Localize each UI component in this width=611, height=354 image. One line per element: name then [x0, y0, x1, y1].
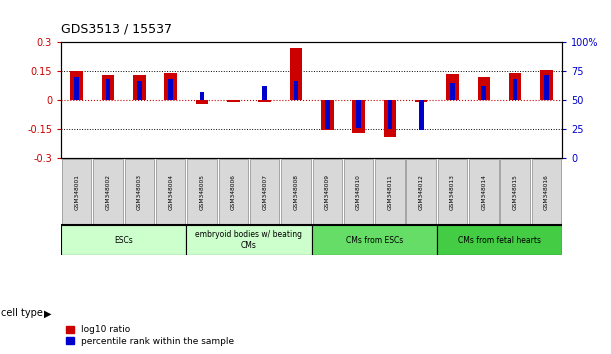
Bar [415, 100, 428, 102]
Text: GSM348013: GSM348013 [450, 174, 455, 210]
Text: GSM348007: GSM348007 [262, 174, 267, 210]
Text: ▶: ▶ [44, 308, 51, 318]
Bar [196, 100, 208, 104]
Text: ESCs: ESCs [114, 236, 133, 245]
Text: embryoid bodies w/ beating
CMs: embryoid bodies w/ beating CMs [196, 230, 302, 250]
Text: GSM348011: GSM348011 [387, 174, 392, 210]
Bar [70, 72, 83, 100]
Text: GSM348012: GSM348012 [419, 174, 423, 210]
Text: CMs from fetal hearts: CMs from fetal hearts [458, 236, 541, 245]
FancyBboxPatch shape [219, 159, 248, 225]
Bar [509, 73, 521, 100]
Bar [262, 86, 267, 100]
Text: GSM348008: GSM348008 [293, 174, 298, 210]
Text: GSM348004: GSM348004 [168, 174, 173, 210]
Text: GSM348002: GSM348002 [106, 174, 111, 210]
Text: GDS3513 / 15537: GDS3513 / 15537 [61, 22, 172, 35]
Bar [133, 75, 145, 100]
FancyBboxPatch shape [406, 159, 436, 225]
Text: GSM348006: GSM348006 [231, 174, 236, 210]
FancyBboxPatch shape [532, 159, 561, 225]
Bar [137, 81, 142, 100]
Bar [387, 100, 392, 129]
Bar [200, 92, 204, 100]
Text: GSM348010: GSM348010 [356, 174, 361, 210]
Bar [258, 100, 271, 102]
Bar [544, 75, 549, 100]
Text: GSM348005: GSM348005 [200, 174, 205, 210]
Bar [227, 100, 240, 102]
Text: GSM348009: GSM348009 [325, 174, 330, 210]
Bar [321, 100, 334, 130]
FancyBboxPatch shape [156, 159, 185, 225]
FancyBboxPatch shape [438, 159, 467, 225]
Bar [540, 70, 553, 100]
FancyBboxPatch shape [312, 225, 437, 255]
Bar [102, 75, 114, 100]
FancyBboxPatch shape [93, 159, 123, 225]
Bar [356, 100, 361, 128]
FancyBboxPatch shape [437, 225, 562, 255]
Text: GSM348016: GSM348016 [544, 174, 549, 210]
Bar [290, 48, 302, 100]
FancyBboxPatch shape [281, 159, 310, 225]
Bar [419, 100, 423, 130]
Bar [384, 100, 396, 137]
Bar [353, 100, 365, 133]
Bar [164, 73, 177, 100]
FancyBboxPatch shape [375, 159, 404, 225]
FancyBboxPatch shape [313, 159, 342, 225]
Bar [325, 100, 329, 129]
Text: cell type: cell type [1, 308, 43, 318]
Bar [169, 80, 173, 100]
Text: GSM348001: GSM348001 [75, 174, 79, 210]
FancyBboxPatch shape [125, 159, 154, 225]
FancyBboxPatch shape [186, 225, 312, 255]
Text: GSM348003: GSM348003 [137, 174, 142, 210]
FancyBboxPatch shape [62, 159, 92, 225]
Bar [446, 74, 459, 100]
Text: CMs from ESCs: CMs from ESCs [346, 236, 403, 245]
Text: GSM348015: GSM348015 [513, 174, 518, 210]
Legend: log10 ratio, percentile rank within the sample: log10 ratio, percentile rank within the … [65, 325, 234, 346]
Bar [294, 81, 298, 100]
Bar [513, 80, 518, 100]
FancyBboxPatch shape [500, 159, 530, 225]
FancyBboxPatch shape [469, 159, 499, 225]
Text: GSM348014: GSM348014 [481, 174, 486, 210]
Bar [478, 77, 490, 100]
FancyBboxPatch shape [344, 159, 373, 225]
FancyBboxPatch shape [250, 159, 279, 225]
Bar [481, 86, 486, 100]
Bar [106, 80, 111, 100]
FancyBboxPatch shape [188, 159, 217, 225]
Bar [450, 83, 455, 100]
FancyBboxPatch shape [61, 225, 186, 255]
Bar [75, 77, 79, 100]
